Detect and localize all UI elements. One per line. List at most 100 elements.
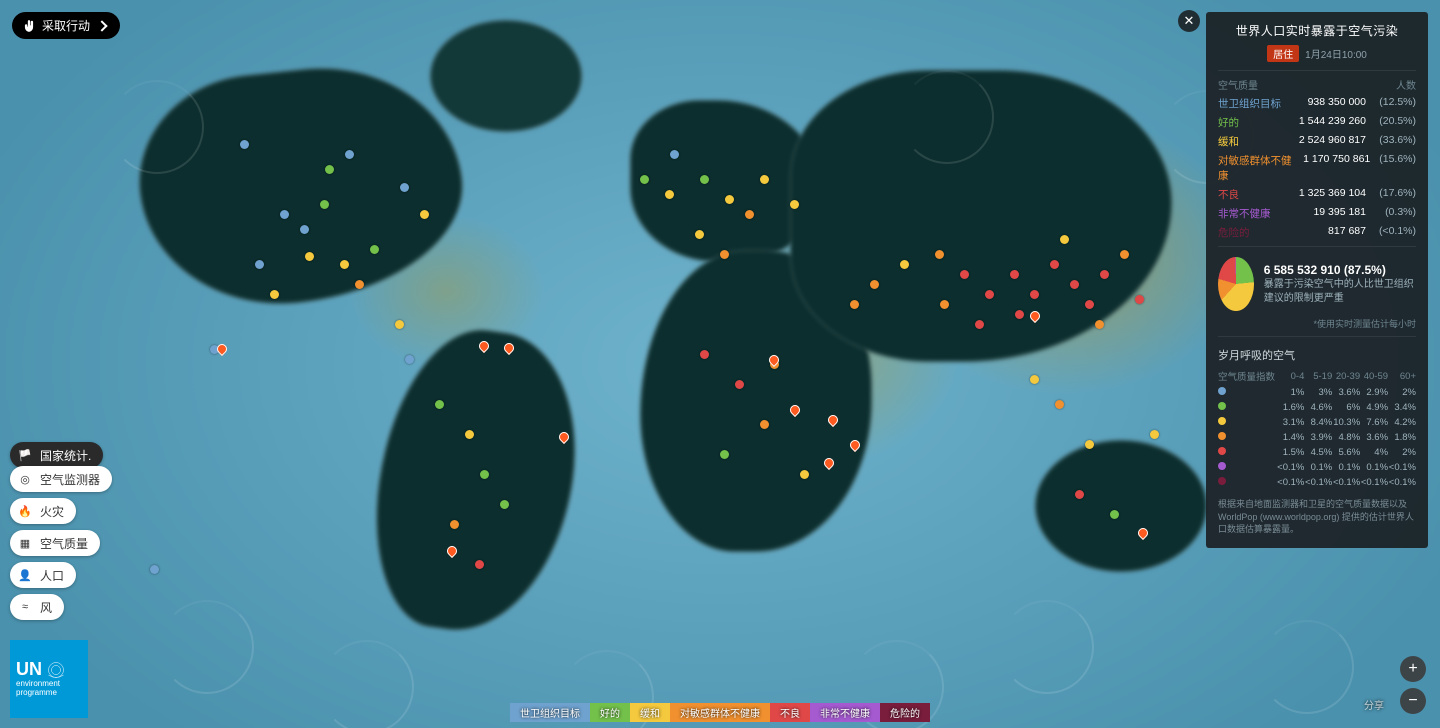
monitor-dot[interactable] <box>1120 250 1129 259</box>
monitor-dot[interactable] <box>450 520 459 529</box>
monitor-dot[interactable] <box>940 300 949 309</box>
monitor-dot[interactable] <box>900 260 909 269</box>
monitor-dot[interactable] <box>1110 510 1119 519</box>
monitor-dot[interactable] <box>960 270 969 279</box>
monitor-dot[interactable] <box>305 252 314 261</box>
monitor-dot[interactable] <box>745 210 754 219</box>
wind-swirl-icon <box>1000 600 1094 694</box>
monitor-dot[interactable] <box>725 195 734 204</box>
age-row-bullet <box>1218 447 1226 455</box>
age-cell: 5.6% <box>1332 445 1360 460</box>
layer-label: 人口 <box>40 567 64 584</box>
monitor-dot[interactable] <box>395 320 404 329</box>
monitor-dot[interactable] <box>640 175 649 184</box>
monitor-dot[interactable] <box>345 150 354 159</box>
landmass-greenland <box>430 20 582 132</box>
exposure-row-pop: 817 687 <box>1288 225 1366 240</box>
live-badge: 居住 <box>1267 45 1299 62</box>
monitor-dot[interactable] <box>465 430 474 439</box>
monitor-dot[interactable] <box>1055 400 1064 409</box>
monitor-dot[interactable] <box>340 260 349 269</box>
exposure-pie-chart <box>1218 257 1254 311</box>
layer-toggle-fires[interactable]: 🔥火灾 <box>10 498 76 524</box>
monitor-dot[interactable] <box>700 350 709 359</box>
monitor-dot[interactable] <box>405 355 414 364</box>
monitor-dot[interactable] <box>985 290 994 299</box>
monitor-dot[interactable] <box>760 175 769 184</box>
monitor-dot[interactable] <box>400 183 409 192</box>
monitor-dot[interactable] <box>240 140 249 149</box>
exposure-row-label: 对敏感群体不健康 <box>1218 153 1294 183</box>
monitor-dot[interactable] <box>1150 430 1159 439</box>
monitor-dot[interactable] <box>1085 300 1094 309</box>
monitor-dot[interactable] <box>300 225 309 234</box>
exposure-row: 不良 1 325 369 104 (17.6%) <box>1218 187 1416 202</box>
close-panel-button[interactable]: ✕ <box>1178 10 1200 32</box>
monitor-dot[interactable] <box>1060 235 1069 244</box>
monitor-dot[interactable] <box>1135 295 1144 304</box>
monitor-dot[interactable] <box>435 400 444 409</box>
layer-toggle-air-quality[interactable]: ▦空气质量 <box>10 530 100 556</box>
monitor-dot[interactable] <box>1085 440 1094 449</box>
monitor-dot[interactable] <box>1075 490 1084 499</box>
monitor-dot[interactable] <box>695 230 704 239</box>
monitor-dot[interactable] <box>935 250 944 259</box>
monitor-dot[interactable] <box>800 470 809 479</box>
monitor-dot[interactable] <box>1050 260 1059 269</box>
legend-swatch: 非常不健康 <box>810 703 880 722</box>
exposure-row-pct: (33.6%) <box>1372 134 1416 149</box>
fire-marker[interactable] <box>215 342 229 356</box>
exposure-row-label: 好的 <box>1218 115 1282 130</box>
monitor-dot[interactable] <box>370 245 379 254</box>
monitor-dot[interactable] <box>480 470 489 479</box>
zoom-out-button[interactable]: − <box>1400 688 1426 714</box>
monitor-dot[interactable] <box>1010 270 1019 279</box>
monitor-dot[interactable] <box>420 210 429 219</box>
zoom-in-button[interactable]: + <box>1400 656 1426 682</box>
age-cell: <0.1% <box>1388 475 1416 490</box>
monitor-dot[interactable] <box>670 150 679 159</box>
age-cell: 1% <box>1276 385 1304 400</box>
monitor-dot[interactable] <box>790 200 799 209</box>
monitor-dot[interactable] <box>1015 310 1024 319</box>
exposure-row-pop: 1 325 369 104 <box>1288 187 1366 202</box>
monitor-dot[interactable] <box>325 165 334 174</box>
monitor-dot[interactable] <box>1030 375 1039 384</box>
layer-toggle-wind[interactable]: ≈风 <box>10 594 64 620</box>
hand-icon <box>22 19 36 33</box>
exposure-panel: ✕ 世界人口实时暴露于空气污染 居住 1月24日10:00 空气质量 人数 世卫… <box>1206 12 1428 548</box>
monitor-dot[interactable] <box>355 280 364 289</box>
monitor-dot[interactable] <box>150 565 159 574</box>
country-stats-button[interactable]: 🏳️ 国家统计. <box>10 442 103 468</box>
layer-toggle-air-monitor[interactable]: ◎空气监测器 <box>10 466 112 492</box>
exposure-row: 好的 1 544 239 260 (20.5%) <box>1218 115 1416 130</box>
monitor-dot[interactable] <box>255 260 264 269</box>
legend-swatch: 对敏感群体不健康 <box>670 703 770 722</box>
monitor-dot[interactable] <box>320 200 329 209</box>
monitor-dot[interactable] <box>975 320 984 329</box>
take-action-button[interactable]: 采取行动 <box>12 12 120 39</box>
wind-icon: ≈ <box>16 598 34 616</box>
monitor-dot[interactable] <box>735 380 744 389</box>
layer-toggle-population[interactable]: 👤人口 <box>10 562 76 588</box>
monitor-dot[interactable] <box>665 190 674 199</box>
monitor-dot[interactable] <box>700 175 709 184</box>
monitor-dot[interactable] <box>720 450 729 459</box>
monitor-dot[interactable] <box>500 500 509 509</box>
monitor-dot[interactable] <box>1030 290 1039 299</box>
monitor-dot[interactable] <box>1095 320 1104 329</box>
panel-footnote: 根据来自地面监测器和卫星的空气质量数据以及 WorldPop (www.worl… <box>1218 498 1416 536</box>
monitor-dot[interactable] <box>1070 280 1079 289</box>
age-cell: 0.1% <box>1360 460 1388 475</box>
monitor-dot[interactable] <box>280 210 289 219</box>
age-cell: 3.4% <box>1388 400 1416 415</box>
share-button[interactable]: 分享 <box>1364 697 1384 712</box>
monitor-dot[interactable] <box>720 250 729 259</box>
monitor-dot[interactable] <box>475 560 484 569</box>
monitor-dot[interactable] <box>1100 270 1109 279</box>
monitor-dot[interactable] <box>760 420 769 429</box>
monitor-dot[interactable] <box>850 300 859 309</box>
monitor-dot[interactable] <box>870 280 879 289</box>
monitor-dot[interactable] <box>270 290 279 299</box>
un-environment-badge[interactable]: UN environment programme <box>10 640 88 718</box>
